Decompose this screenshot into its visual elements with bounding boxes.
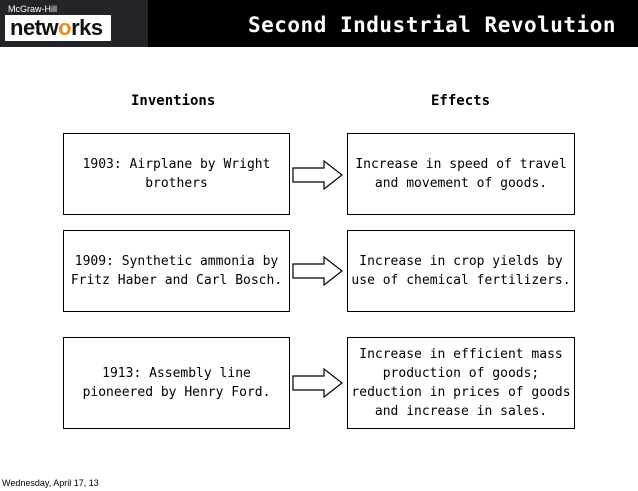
page-title: Second Industrial Revolution [247,13,616,37]
right-arrow-icon [292,256,343,286]
right-arrow-icon [292,160,343,190]
invention-box-ammonia: 1909: Synthetic ammonia by Fritz Haber a… [63,230,290,312]
effects-heading: Effects [431,93,491,109]
effect-text: Increase in efficient mass production of… [351,347,571,419]
logo-publisher: McGraw-Hill [8,4,57,14]
effect-text: Increase in crop yields by use of chemic… [351,254,571,288]
effect-box-travel: Increase in speed of travel and movement… [347,133,575,215]
invention-box-airplane: 1903: Airplane by Wright brothers [63,133,290,215]
invention-box-assembly-line: 1913: Assembly line pioneered by Henry F… [63,337,290,429]
header-bar: McGraw-Hill networks Second Industrial R… [0,0,638,47]
effect-text: Increase in speed of travel and movement… [355,157,567,191]
logo-wordmark: networks [5,15,111,41]
footer-date: Wednesday, April 17, 13 [2,478,99,488]
invention-text: 1909: Synthetic ammonia by Fritz Haber a… [70,254,283,288]
invention-text: 1903: Airplane by Wright brothers [82,157,271,191]
networks-logo: McGraw-Hill networks [0,0,148,47]
inventions-heading: Inventions [131,93,216,109]
effect-box-mass-production: Increase in efficient mass production of… [347,337,575,429]
effect-box-crops: Increase in crop yields by use of chemic… [347,230,575,312]
right-arrow-icon [292,368,343,398]
invention-text: 1913: Assembly line pioneered by Henry F… [82,366,271,400]
